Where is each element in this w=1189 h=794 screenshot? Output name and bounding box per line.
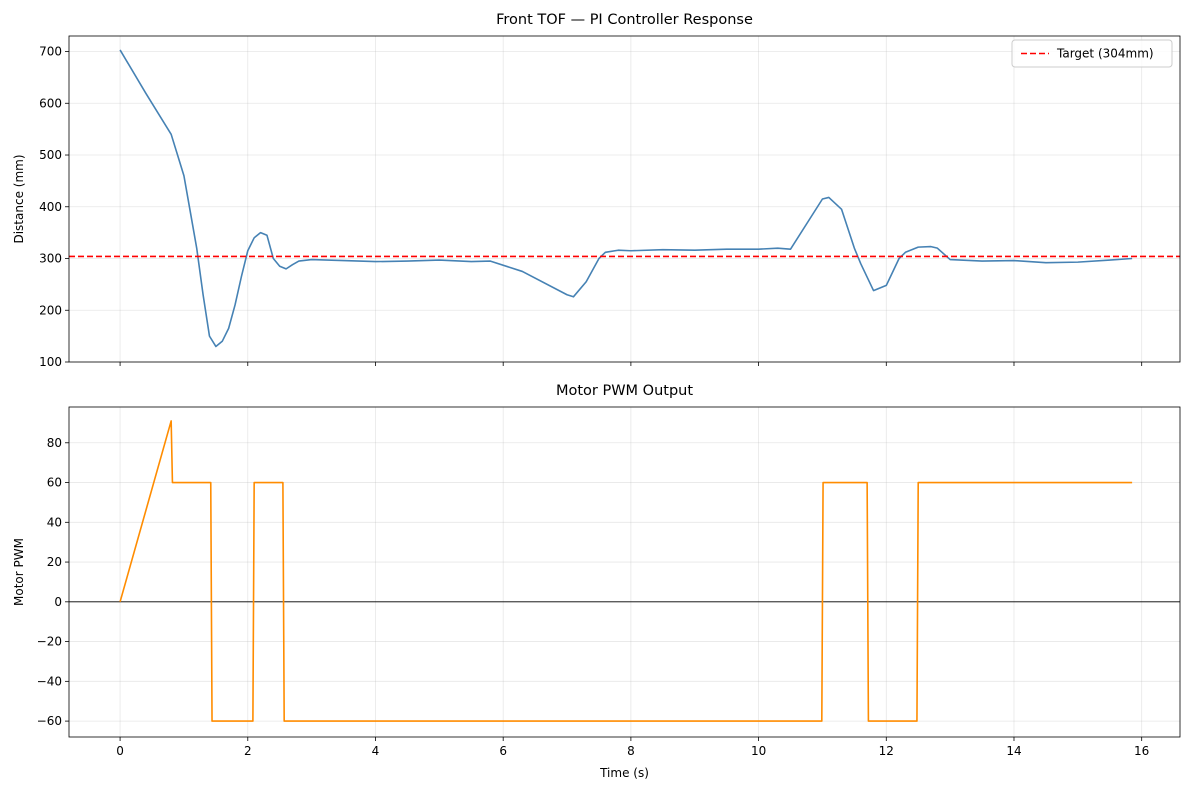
x-tick-label: 4 (372, 744, 380, 758)
y-tick-label: 200 (39, 303, 62, 317)
distance-series-line (119, 49, 1133, 348)
legend: Target (304mm) (1011, 39, 1173, 68)
y-axis-label: Motor PWM (12, 538, 26, 606)
y-tick-label: 300 (39, 252, 62, 266)
axes-frame (68, 35, 1181, 363)
y-tick-label: −20 (37, 635, 62, 649)
y-tick-label: 40 (47, 515, 62, 529)
chart-title: Front TOF — PI Controller Response (496, 12, 753, 28)
x-tick-label: 2 (244, 744, 252, 758)
x-axis-label: Time (s) (599, 766, 649, 780)
y-tick-label: −40 (37, 674, 62, 688)
y-tick-label: 100 (39, 355, 62, 369)
distance-panel: 100 200 300 400 500 600 700 Front TOF — PI Cont… (12, 12, 1181, 369)
y-tick-label: 80 (47, 436, 62, 450)
y-tick-label: 700 (39, 45, 62, 59)
y-tick-label: 400 (39, 200, 62, 214)
x-tick-label: 10 (751, 744, 766, 758)
chart-title: Motor PWM Output (556, 383, 693, 399)
legend-box (1011, 39, 1173, 68)
axes-frame (68, 406, 1181, 738)
y-tick-label: 20 (47, 555, 62, 569)
y-axis-label: Distance (mm) (12, 154, 26, 243)
y-tick-label: −60 (37, 714, 62, 728)
x-tick-label: 12 (879, 744, 894, 758)
x-tick-label: 16 (1134, 744, 1149, 758)
pwm-panel: 0 2 4 6 8 10 12 14 16 −60 −40 −20 0 20 40 60 80 Motor PWM… (12, 383, 1181, 780)
x-tick-label: 6 (499, 744, 507, 758)
y-tick-label: 60 (47, 476, 62, 490)
legend-label: Target (304mm) (1056, 47, 1154, 61)
x-tick-label: 14 (1006, 744, 1021, 758)
y-tick-label: 0 (54, 595, 62, 609)
pwm-series-line (119, 420, 1133, 722)
x-tick-label: 8 (627, 744, 635, 758)
y-tick-label: 500 (39, 148, 62, 162)
x-tick-label: 0 (116, 744, 124, 758)
y-tick-label: 600 (39, 96, 62, 110)
